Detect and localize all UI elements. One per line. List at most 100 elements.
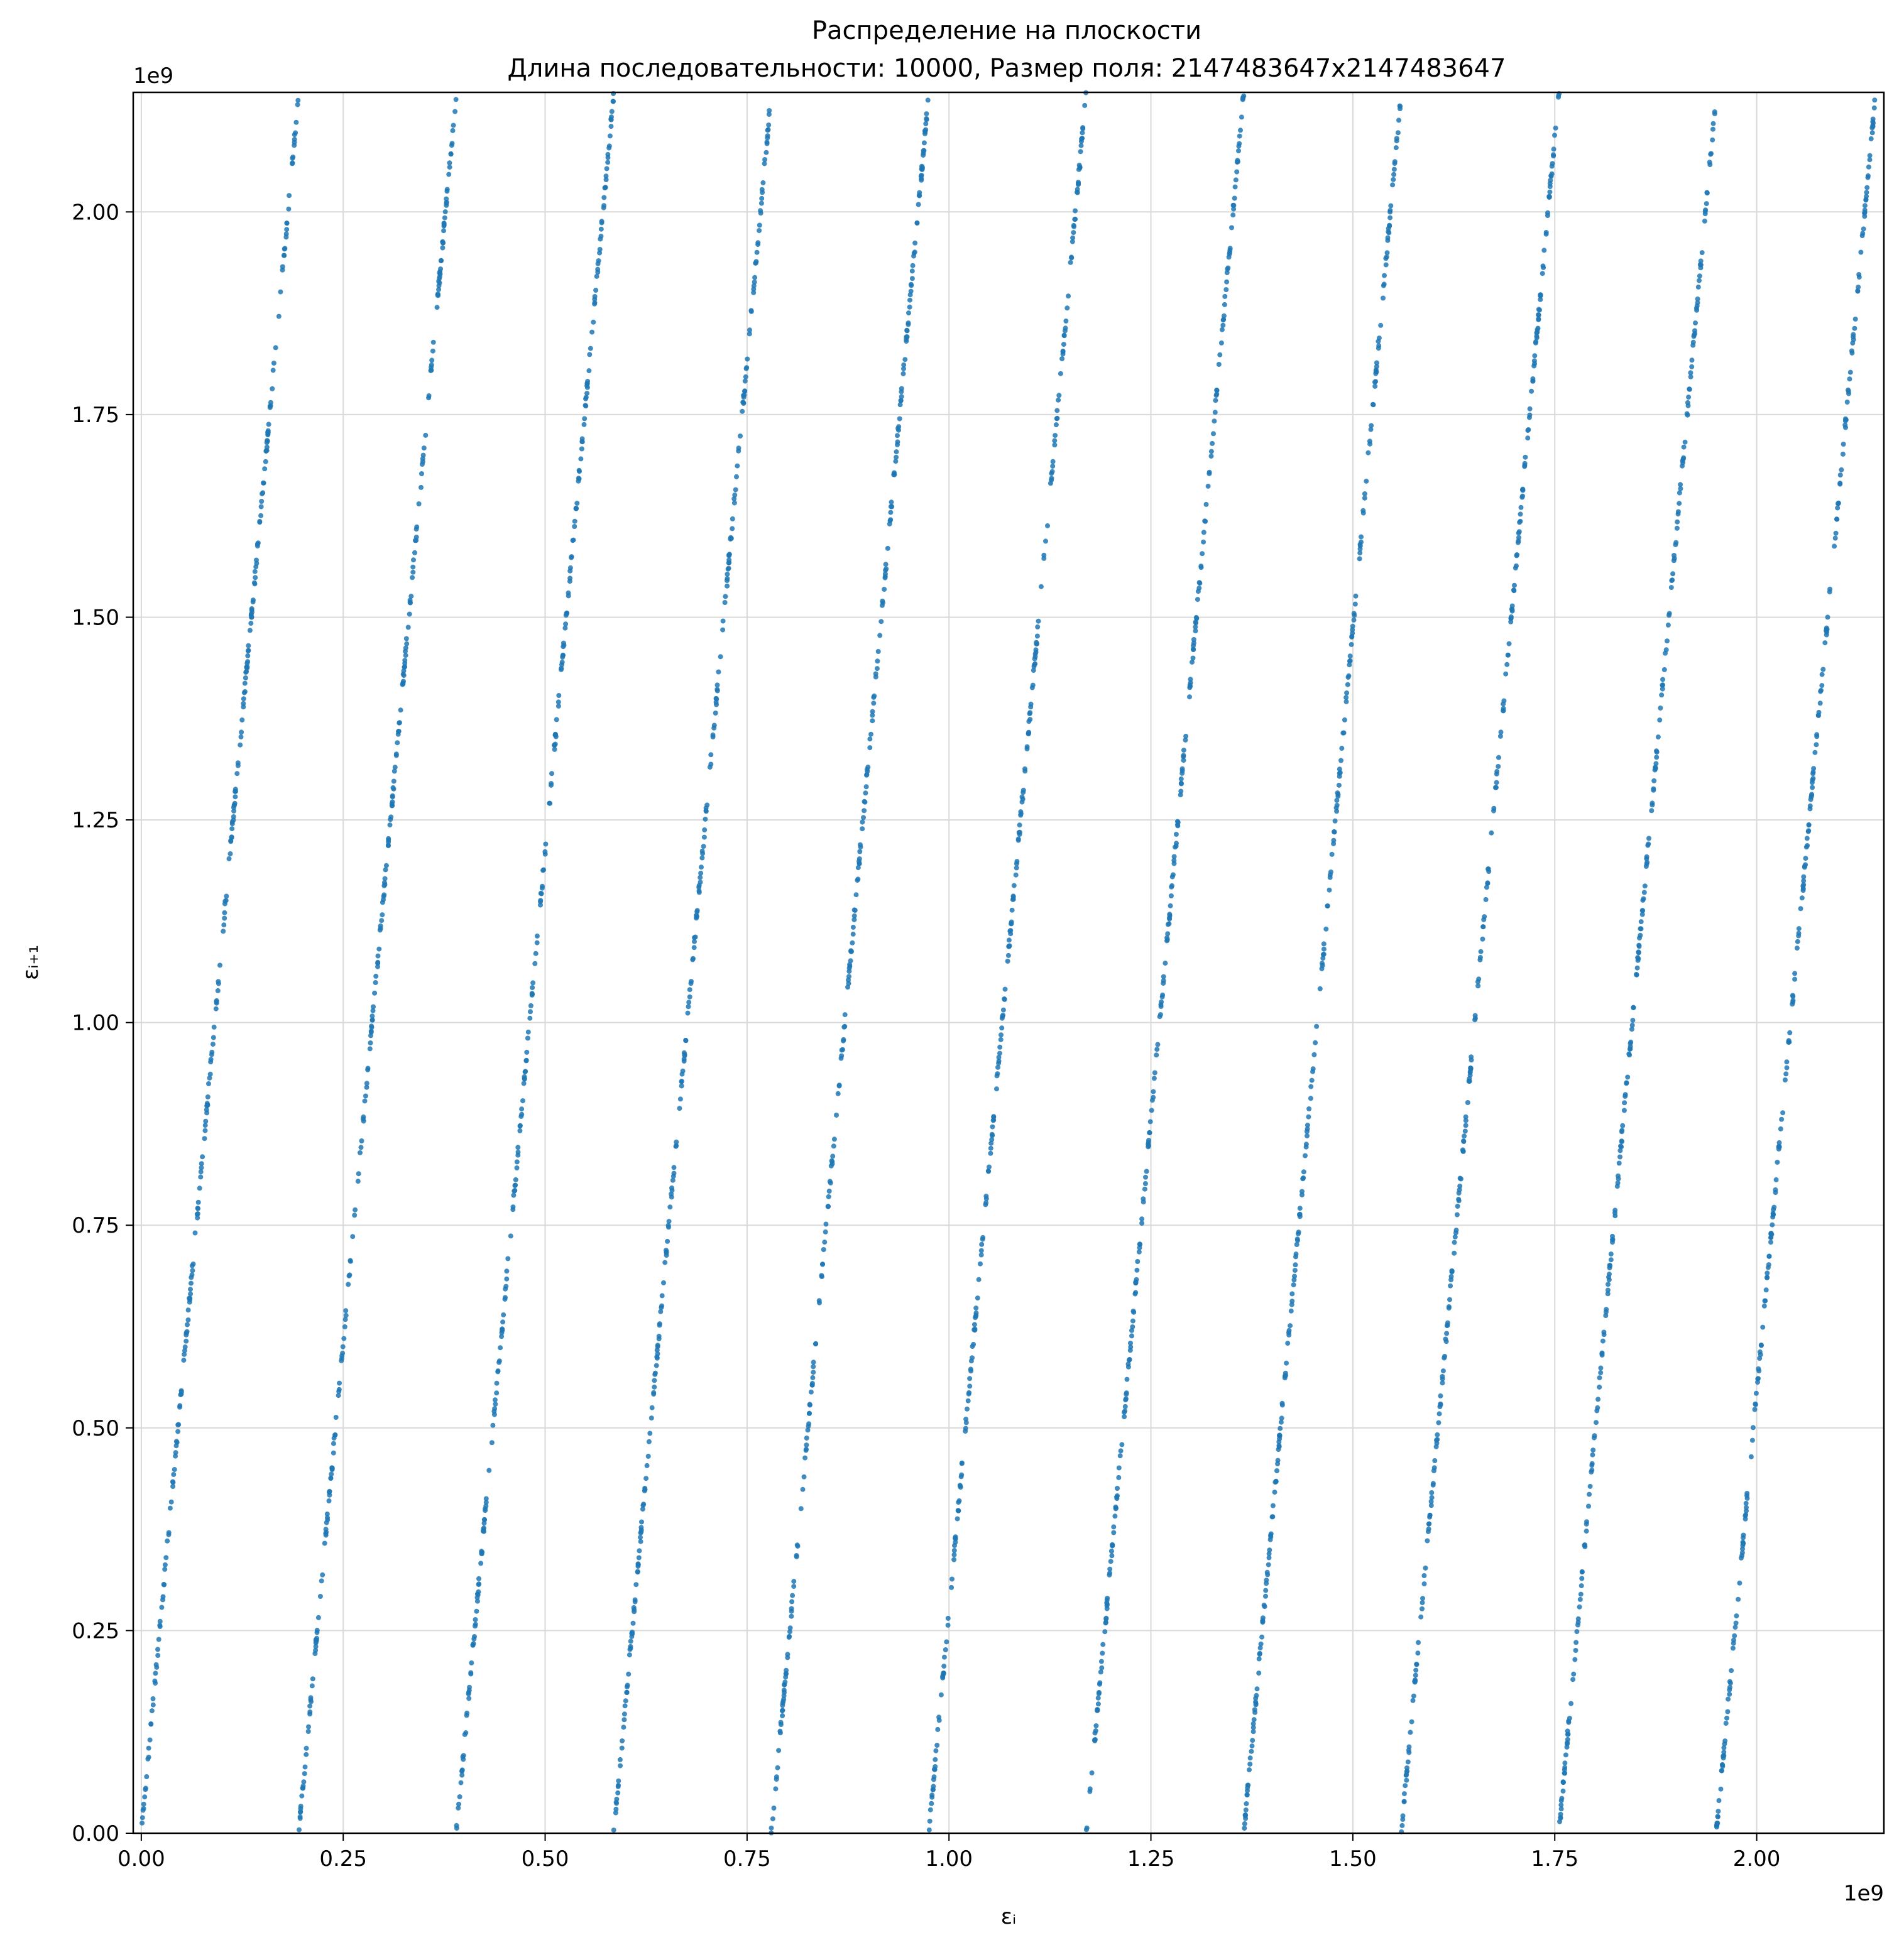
scatter-point [804, 1442, 809, 1448]
scatter-point [774, 1777, 779, 1782]
scatter-point [1501, 708, 1506, 714]
scatter-point [1756, 1376, 1761, 1382]
scatter-point [802, 1455, 808, 1461]
scatter-point [1179, 768, 1185, 773]
scatter-point [1014, 859, 1020, 864]
scatter-point [740, 408, 745, 414]
scatter-point [1245, 1788, 1250, 1794]
scatter-point [1313, 1040, 1318, 1045]
scatter-point [326, 1498, 332, 1503]
scatter-point [1409, 1719, 1414, 1725]
scatter-point [162, 1562, 168, 1567]
scatter-point [1099, 1665, 1105, 1671]
scatter-point [1329, 851, 1335, 857]
scatter-point [1078, 149, 1083, 155]
scatter-point [1438, 1401, 1443, 1407]
scatter-point [248, 621, 254, 626]
scatter-point [1061, 342, 1066, 347]
scatter-point [380, 912, 385, 918]
scatter-point [252, 569, 258, 574]
scatter-point [1862, 214, 1868, 219]
scatter-point [1254, 1686, 1260, 1692]
scatter-point [1034, 633, 1040, 639]
scatter-point [243, 675, 248, 680]
scatter-point [1332, 829, 1337, 835]
scatter-point [1832, 543, 1837, 549]
scatter-point [249, 606, 254, 611]
scatter-point [547, 800, 552, 806]
scatter-point [533, 951, 539, 956]
scatter-point [298, 1804, 304, 1809]
scatter-point [933, 1748, 939, 1753]
scatter-point [1842, 416, 1848, 422]
scatter-point [1435, 1437, 1440, 1442]
scatter-point [420, 452, 426, 458]
scatter-point [554, 717, 559, 722]
scatter-point [1766, 1262, 1771, 1268]
scatter-point [1032, 654, 1038, 660]
scatter-point [1541, 248, 1547, 253]
plot-frame [132, 91, 1885, 1834]
scatter-point [1124, 1376, 1130, 1382]
scatter-point [1164, 937, 1170, 942]
scatter-point [701, 834, 707, 840]
scatter-point [860, 826, 865, 832]
scatter-point [1296, 1229, 1301, 1235]
scatter-point [1686, 395, 1692, 400]
scatter-point [513, 1182, 518, 1188]
scatter-point [967, 1376, 973, 1382]
scatter-point [429, 362, 434, 368]
scatter-point [1227, 251, 1232, 257]
scatter-point [588, 346, 593, 351]
scatter-point [205, 1094, 211, 1099]
scatter-point [806, 1424, 811, 1429]
scatter-point [951, 1557, 957, 1562]
scatter-point [1022, 768, 1028, 774]
scatter-point [1851, 334, 1856, 340]
scatter-point [1373, 371, 1379, 376]
scatter-point [1288, 1308, 1294, 1314]
scatter-point [1414, 1662, 1420, 1667]
scatter-point [804, 1436, 809, 1441]
scatter-point [367, 1046, 373, 1052]
scatter-point [1710, 137, 1715, 143]
scatter-point [242, 689, 248, 694]
scatter-point [1640, 897, 1646, 903]
scatter-point [325, 1517, 331, 1523]
scatter-point [1122, 1410, 1127, 1415]
scatter-point [222, 910, 227, 915]
scatter-point [1697, 278, 1702, 283]
scatter-point [611, 1828, 616, 1833]
scatter-point [1547, 189, 1553, 195]
scatter-point [1852, 316, 1858, 322]
scatter-point [1483, 897, 1489, 902]
scatter-point [310, 1676, 315, 1682]
scatter-point [1801, 874, 1807, 880]
x-tick-label: 1.50 [1329, 1846, 1377, 1872]
scatter-point [927, 1807, 933, 1812]
scatter-point [888, 510, 894, 515]
scatter-point [1173, 843, 1179, 849]
scatter-point [831, 1143, 836, 1149]
scatter-point [1119, 1442, 1125, 1447]
scatter-point [1116, 1474, 1122, 1480]
scatter-point [897, 402, 903, 408]
scatter-point [297, 1827, 302, 1833]
scatter-point [1308, 1096, 1313, 1101]
scatter-point [1400, 1816, 1406, 1822]
scatter-point [1810, 785, 1815, 790]
scatter-point [1092, 1730, 1098, 1736]
scatter-point [1167, 915, 1172, 920]
scatter-point [293, 130, 298, 136]
scatter-point [1660, 677, 1665, 682]
scatter-point [563, 621, 569, 627]
scatter-point [825, 1204, 831, 1209]
scatter-point [1784, 1059, 1790, 1065]
scatter-point [1695, 284, 1701, 290]
scatter-point [1368, 427, 1374, 432]
scatter-point [1455, 1204, 1460, 1209]
scatter-point [1641, 890, 1647, 895]
scatter-point [469, 1660, 474, 1665]
scatter-point [440, 245, 446, 251]
scatter-point [713, 695, 719, 701]
